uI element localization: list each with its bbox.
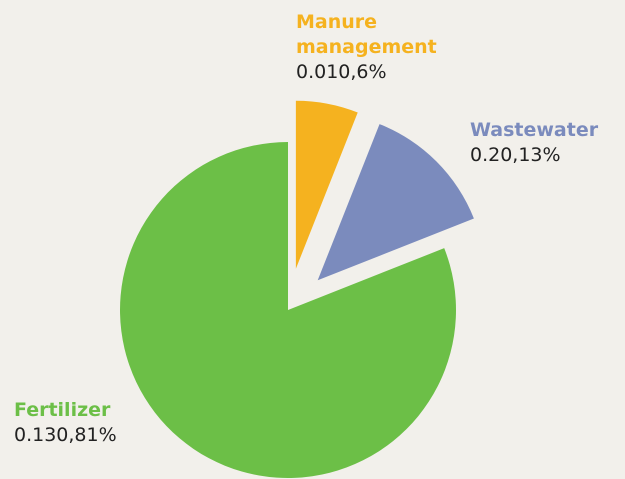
pie-slice <box>317 124 474 281</box>
category-label: Wastewater <box>470 119 599 141</box>
pie-slice <box>295 100 358 269</box>
pie-slice <box>119 142 457 479</box>
category-label: Manure management <box>296 11 437 58</box>
value-label: 0.20,13% <box>470 144 561 166</box>
slice-label: Manure management 0.010,6% <box>296 10 466 85</box>
category-label: Fertilizer <box>14 399 111 421</box>
value-label: 0.010,6% <box>296 61 387 83</box>
slice-label: Fertilizer 0.130,81% <box>14 398 164 448</box>
value-label: 0.130,81% <box>14 424 117 446</box>
slice-label: Wastewater 0.20,13% <box>470 118 620 168</box>
